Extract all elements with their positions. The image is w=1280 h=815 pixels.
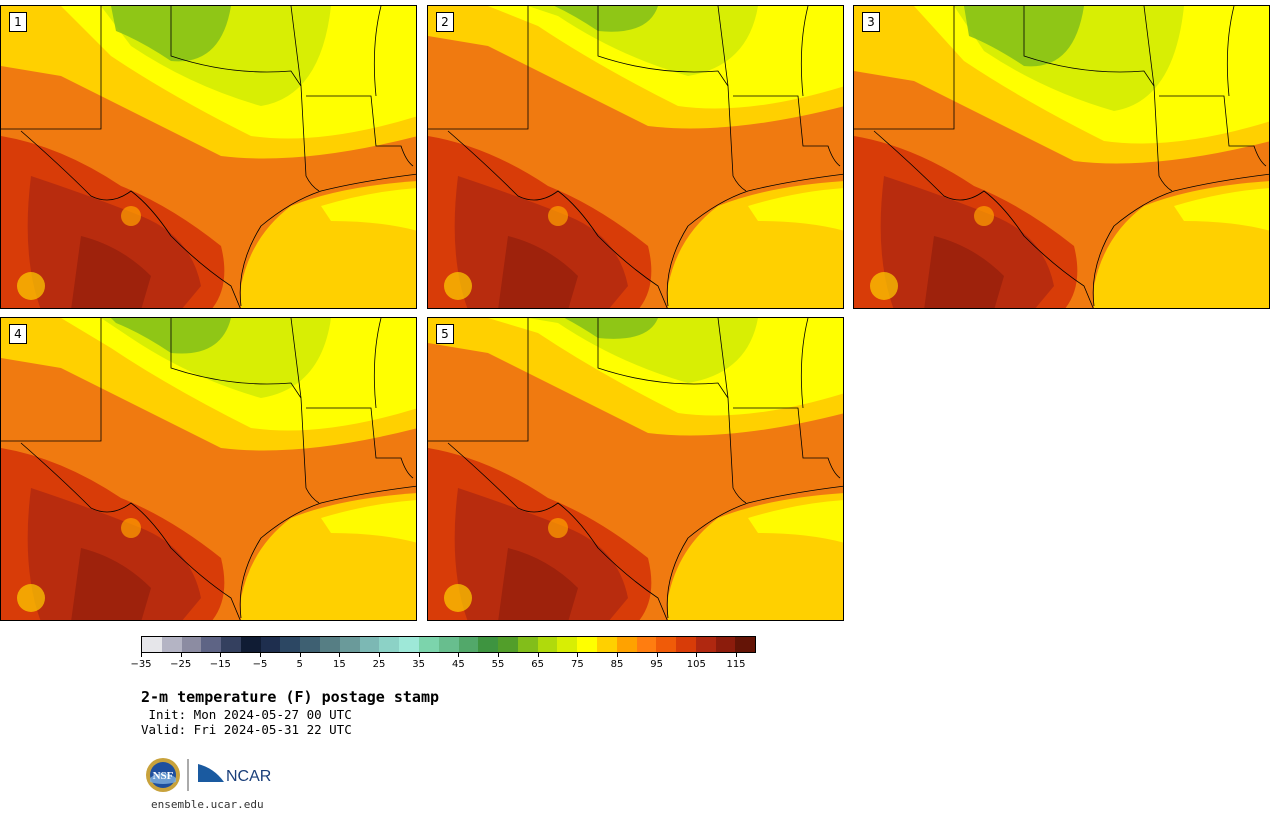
colorbar-segment [240, 637, 261, 652]
colorbar-tick-label: 45 [451, 659, 465, 670]
colorbar-tick-label: −15 [209, 659, 231, 670]
colorbar-tick [577, 653, 579, 657]
colorbar-tick [537, 653, 539, 657]
temperature-map [428, 318, 843, 620]
colorbar-tick [696, 653, 698, 657]
colorbar-segment [142, 637, 162, 652]
colorbar-segment [379, 637, 400, 652]
colorbar-segment [280, 637, 301, 652]
colorbar-segment [320, 637, 340, 652]
colorbar-segment [260, 637, 281, 652]
temperature-map [1, 6, 416, 308]
colorbar-tick-label: 15 [332, 659, 346, 670]
colorbar-segment [715, 637, 736, 652]
colorbar-segment [161, 637, 182, 652]
colorbar-segment [458, 637, 479, 652]
colorbar-segment [537, 637, 558, 652]
panel-number: 3 [862, 12, 880, 32]
map-panel-5: 5 [427, 317, 844, 621]
temperature-map [1, 318, 416, 620]
logos: NSF NCAR [144, 756, 274, 794]
colorbar-segment [557, 637, 578, 652]
colorbar-tick-label: −35 [130, 659, 152, 670]
colorbar-tick [736, 653, 737, 657]
panel-number: 5 [436, 324, 454, 344]
colorbar-tick-label: 95 [650, 659, 664, 670]
colorbar-tick-label: 25 [372, 659, 386, 670]
colorbar-tick [458, 653, 460, 657]
colorbar-segment [735, 637, 756, 652]
panel-number: 1 [9, 12, 27, 32]
svg-text:NCAR: NCAR [226, 768, 271, 785]
colorbar-tick [656, 653, 658, 657]
nsf-logo-icon: NSF [146, 758, 180, 792]
colorbar-segment [577, 637, 597, 652]
colorbar-tick-label: −25 [170, 659, 192, 670]
colorbar-tick [220, 653, 222, 657]
colorbar-tick [141, 653, 142, 657]
colorbar-segment [438, 637, 459, 652]
valid-time: Valid: Fri 2024-05-31 22 UTC [141, 722, 352, 737]
colorbar-segment [339, 637, 360, 652]
colorbar-segment [399, 637, 419, 652]
colorbar-segment [201, 637, 222, 652]
map-panel-1: 1 [0, 5, 417, 309]
colorbar-tick-label: −5 [252, 659, 268, 670]
colorbar-segment [359, 637, 380, 652]
colorbar-tick [498, 653, 499, 657]
temperature-map [854, 6, 1269, 308]
nsf-ncar-logo: NSF NCAR [146, 758, 271, 792]
colorbar [141, 636, 756, 653]
colorbar-segment [596, 637, 617, 652]
svg-text:NSF: NSF [153, 770, 174, 782]
colorbar-tick-label: 75 [570, 659, 584, 670]
colorbar-segment [636, 637, 657, 652]
colorbar-tick-label: 115 [726, 659, 746, 670]
colorbar-segment [300, 637, 321, 652]
colorbar-tick-label: 35 [412, 659, 426, 670]
colorbar-tick [617, 653, 618, 657]
colorbar-segment [478, 637, 499, 652]
colorbar-tick [379, 653, 380, 657]
colorbar-tick [260, 653, 261, 657]
plot-title: 2-m temperature (F) postage stamp [141, 688, 440, 706]
colorbar-tick [180, 653, 182, 657]
colorbar-tick-label: 5 [296, 659, 303, 670]
colorbar-tick-label: 85 [610, 659, 624, 670]
colorbar-segment [221, 637, 241, 652]
colorbar-segment [498, 637, 518, 652]
panel-number: 4 [9, 324, 27, 344]
colorbar-segment [656, 637, 677, 652]
temperature-map [428, 6, 843, 308]
colorbar-segment [695, 637, 716, 652]
colorbar-tick [339, 653, 341, 657]
colorbar-segment [676, 637, 696, 652]
map-panel-2: 2 [427, 5, 844, 309]
colorbar-ticks: −35 −25 −15 −5 5 15 25 35 45 55 65 75 85 95 105 115 [130, 653, 756, 673]
colorbar-segment [418, 637, 439, 652]
colorbar-tick [299, 653, 301, 657]
colorbar-tick-label: 65 [531, 659, 545, 670]
panel-number: 2 [436, 12, 454, 32]
website-url: ensemble.ucar.edu [151, 798, 264, 811]
colorbar-tick-label: 55 [491, 659, 505, 670]
ncar-logo-icon: NCAR [198, 764, 271, 785]
colorbar-tick [418, 653, 420, 657]
colorbar-segment [181, 637, 202, 652]
colorbar-segment [616, 637, 637, 652]
map-panel-4: 4 [0, 317, 417, 621]
colorbar-segment [517, 637, 538, 652]
map-panel-3: 3 [853, 5, 1270, 309]
init-time: Init: Mon 2024-05-27 00 UTC [141, 707, 352, 722]
colorbar-tick-label: 105 [686, 659, 706, 670]
